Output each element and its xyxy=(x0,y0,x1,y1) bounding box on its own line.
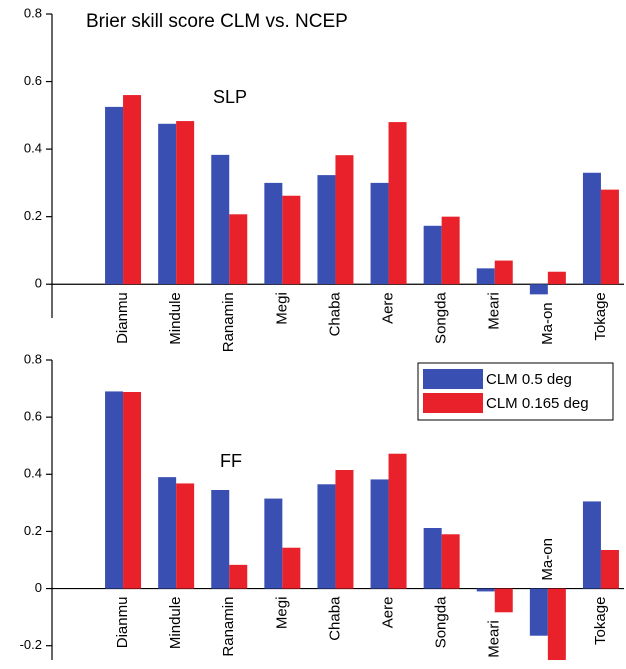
bar xyxy=(264,182,283,285)
x-tick-label: Dianmu xyxy=(114,597,131,649)
bar xyxy=(476,268,495,285)
bar xyxy=(317,175,336,285)
bar xyxy=(388,122,407,285)
bar xyxy=(582,172,601,285)
bar xyxy=(370,182,389,285)
bar xyxy=(476,588,495,592)
bar xyxy=(158,477,177,589)
legend-swatch xyxy=(423,393,483,413)
legend-swatch xyxy=(423,369,483,389)
x-tick-label: Megi xyxy=(273,597,290,630)
bar xyxy=(211,154,230,285)
bar xyxy=(600,189,619,285)
y-tick-label: 0.8 xyxy=(24,5,42,20)
bar xyxy=(105,106,124,285)
x-tick-label: Tokage xyxy=(592,597,609,645)
y-tick-label: -0.2 xyxy=(20,637,42,652)
bar xyxy=(547,588,566,660)
bar xyxy=(423,225,442,285)
x-tick-label: Ranamin xyxy=(220,597,237,657)
x-tick-label: Ma-on xyxy=(539,538,556,581)
x-tick-label: Mindule xyxy=(167,597,184,650)
bar xyxy=(335,155,354,285)
bar xyxy=(494,260,513,285)
bar xyxy=(158,123,177,285)
bar xyxy=(176,483,195,589)
panel-label: FF xyxy=(220,451,242,471)
panel-label: SLP xyxy=(213,87,247,107)
y-tick-label: 0.2 xyxy=(24,523,42,538)
legend-label: CLM 0.5 deg xyxy=(486,371,572,388)
y-tick-label: 0 xyxy=(35,276,42,291)
chart-title: Brier skill score CLM vs. NCEP xyxy=(86,11,348,32)
x-tick-label: Ranamin xyxy=(220,292,237,352)
bar xyxy=(264,498,283,589)
y-tick-label: 0.4 xyxy=(24,466,42,481)
bar xyxy=(529,588,548,636)
y-tick-label: 0.6 xyxy=(24,409,42,424)
x-tick-label: Ma-on xyxy=(539,302,556,345)
x-tick-label: Aere xyxy=(380,292,397,324)
bar xyxy=(229,564,248,589)
bar xyxy=(123,95,142,285)
bar xyxy=(600,550,619,589)
bar xyxy=(529,284,548,295)
x-tick-label: Tokage xyxy=(592,292,609,340)
x-tick-label: Songda xyxy=(433,292,450,344)
bar xyxy=(582,501,601,589)
legend-label: CLM 0.165 deg xyxy=(486,395,589,412)
x-tick-label: Dianmu xyxy=(114,292,131,344)
bar xyxy=(388,453,407,589)
x-tick-label: Aere xyxy=(380,597,397,629)
x-tick-label: Chaba xyxy=(326,596,343,641)
x-tick-label: Megi xyxy=(273,292,290,325)
bar xyxy=(317,484,336,589)
bar xyxy=(494,588,513,613)
bar xyxy=(370,479,389,589)
bar xyxy=(105,391,124,589)
y-tick-label: 0.8 xyxy=(24,351,42,366)
bar xyxy=(176,121,195,285)
bar xyxy=(211,490,230,589)
bar xyxy=(335,470,354,589)
bar xyxy=(423,528,442,589)
bar xyxy=(547,271,566,285)
x-tick-label: Meari xyxy=(486,292,503,330)
x-tick-label: Meari xyxy=(486,620,503,658)
y-tick-label: 0 xyxy=(35,580,42,595)
bar xyxy=(441,216,460,285)
x-tick-label: Songda xyxy=(433,596,450,648)
y-tick-label: 0.4 xyxy=(24,141,42,156)
bar xyxy=(441,534,460,589)
x-tick-label: Chaba xyxy=(326,292,343,337)
x-tick-label: Mindule xyxy=(167,292,184,345)
y-tick-label: 0.2 xyxy=(24,208,42,223)
y-tick-label: 0.6 xyxy=(24,73,42,88)
bar xyxy=(229,214,248,285)
bar xyxy=(123,392,142,589)
bar xyxy=(282,547,301,589)
bar xyxy=(282,195,301,285)
